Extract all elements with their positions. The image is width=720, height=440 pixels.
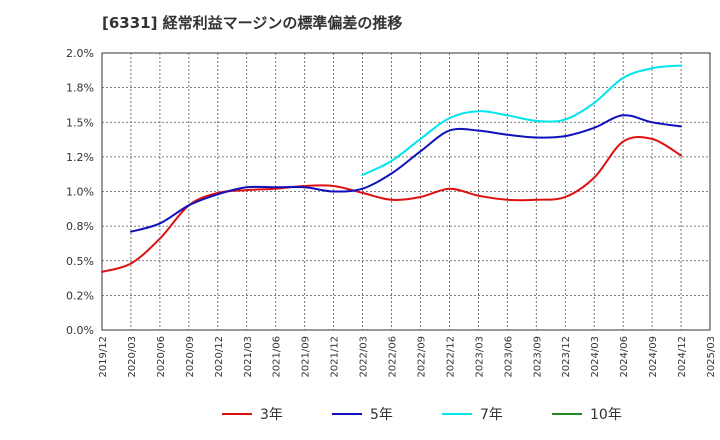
- x-tick-label: 2022/12: [445, 336, 456, 378]
- x-tick-label: 2020/09: [185, 336, 196, 378]
- y-tick-label: 0.8%: [66, 220, 94, 233]
- y-tick-label: 1.5%: [66, 116, 94, 129]
- legend-label: 10年: [590, 407, 622, 423]
- x-tick-label: 2024/09: [648, 336, 659, 378]
- series-line-3: [361, 64, 682, 176]
- x-tick-label: 2022/03: [359, 336, 370, 378]
- x-tick-label: 2021/09: [301, 336, 312, 378]
- x-tick-label: 2020/06: [156, 336, 167, 378]
- y-tick-label: 1.2%: [66, 151, 94, 164]
- x-tick-label: 2022/09: [416, 336, 427, 378]
- chart-title: [6331] 経常利益マージンの標準偏差の推移: [102, 14, 403, 32]
- y-tick-label: 1.8%: [66, 82, 94, 95]
- x-tick-label: 2023/12: [561, 336, 572, 378]
- y-tick-label: 0.2%: [66, 289, 94, 302]
- x-tick-label: 2021/12: [330, 336, 341, 378]
- x-tick-label: 2023/09: [532, 336, 543, 378]
- x-tick-label: 2021/06: [272, 336, 283, 378]
- legend-label: 3年: [260, 407, 283, 423]
- x-tick-label: 2024/12: [677, 336, 688, 378]
- x-tick-label: 2024/03: [590, 336, 601, 378]
- y-tick-label: 1.0%: [66, 186, 94, 199]
- x-tick-label: 2020/03: [127, 336, 138, 378]
- series-line-1: [101, 135, 682, 273]
- series-lines: [101, 64, 682, 273]
- plot-area: [101, 52, 711, 331]
- x-tick-label: 2025/03: [706, 336, 717, 378]
- series-line-2: [130, 114, 682, 233]
- x-axis-ticks: 2019/12 2020/03 2020/06 2020/09 2020/12 2021/…: [98, 336, 717, 378]
- x-tick-label: 2023/06: [503, 336, 514, 378]
- legend-label: 5年: [370, 407, 393, 423]
- x-tick-label: 2022/06: [388, 336, 399, 378]
- x-tick-label: 2020/12: [214, 336, 225, 378]
- x-tick-label: 2024/06: [619, 336, 630, 378]
- x-tick-label: 2019/12: [98, 336, 109, 378]
- legend-label: 7年: [480, 407, 503, 423]
- legend: 3年 5年 7年 10年: [222, 407, 622, 423]
- x-tick-label: 2023/03: [474, 336, 485, 378]
- x-tick-label: 2021/03: [243, 336, 254, 378]
- y-axis-ticks: 0.0% 0.2% 0.5% 0.8% 1.0% 1.2% 1.5% 1.8% 2.0%: [66, 47, 94, 337]
- y-tick-label: 2.0%: [66, 47, 94, 60]
- y-tick-label: 0.0%: [66, 324, 94, 337]
- y-tick-label: 0.5%: [66, 255, 94, 268]
